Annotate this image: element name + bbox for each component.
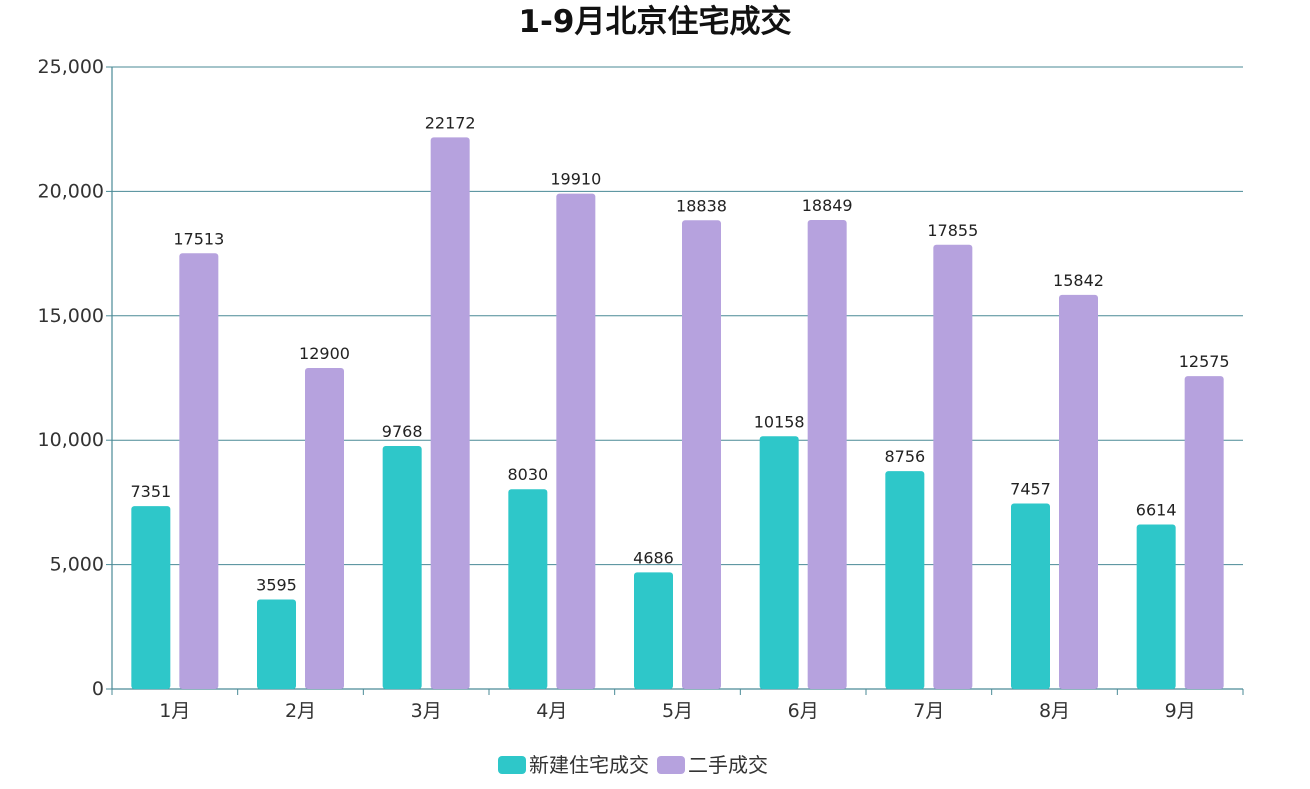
legend-swatch[interactable] xyxy=(657,756,685,774)
data-label: 12575 xyxy=(1179,352,1230,371)
data-label: 7351 xyxy=(130,482,171,501)
bar-new-homes[interactable] xyxy=(885,471,925,689)
x-tick-label: 6月 xyxy=(788,700,819,722)
data-label: 17513 xyxy=(173,229,224,248)
data-label: 8030 xyxy=(507,465,548,484)
x-tick-label: 8月 xyxy=(1039,700,1070,722)
bar-new-homes[interactable] xyxy=(508,489,548,689)
data-label: 18849 xyxy=(802,196,853,215)
legend-label[interactable]: 新建住宅成交 xyxy=(529,753,649,777)
data-label: 6614 xyxy=(1136,500,1177,519)
x-tick-label: 9月 xyxy=(1165,700,1196,722)
x-tick-label: 2月 xyxy=(285,700,316,722)
bar-new-homes[interactable] xyxy=(257,599,296,689)
x-tick-label: 7月 xyxy=(913,700,944,722)
data-labels: 7351 17513 3595 12900 9768 22172 8030 19910 4686… xyxy=(130,113,1229,594)
bar-new-homes[interactable] xyxy=(1011,503,1050,689)
bar-new-homes[interactable] xyxy=(1136,524,1176,689)
bar-new-homes[interactable] xyxy=(382,445,422,689)
data-label: 17855 xyxy=(927,221,978,240)
data-label: 4686 xyxy=(633,548,674,567)
data-label: 10158 xyxy=(754,412,805,431)
legend-swatch[interactable] xyxy=(498,756,526,774)
data-label: 15842 xyxy=(1053,271,1104,290)
data-label: 18838 xyxy=(676,196,727,215)
bar-resale[interactable] xyxy=(305,368,344,689)
bar-resale[interactable] xyxy=(1184,376,1224,689)
bar-resale[interactable] xyxy=(179,253,219,690)
bar-new-homes[interactable] xyxy=(634,572,673,689)
x-tick-label: 3月 xyxy=(411,700,442,722)
bar-resale[interactable] xyxy=(1059,294,1098,689)
legend-label[interactable]: 二手成交 xyxy=(688,753,768,777)
x-tick-label: 4月 xyxy=(536,700,567,722)
data-label: 3595 xyxy=(256,576,297,595)
bar-new-homes[interactable] xyxy=(131,506,171,689)
axes: 0 5,000 10,000 15,000 20,000 25,000 1月 2月 3月 4月 5月… xyxy=(38,56,1244,722)
bar-resale[interactable] xyxy=(430,137,470,689)
data-label: 7457 xyxy=(1010,479,1051,498)
x-tick-label: 1月 xyxy=(159,700,190,722)
y-tick-label: 20,000 xyxy=(38,180,104,202)
bar-resale[interactable] xyxy=(807,220,847,690)
data-label: 9768 xyxy=(382,422,423,441)
data-label: 8756 xyxy=(884,447,925,466)
legend[interactable]: 新建住宅成交 二手成交 xyxy=(498,753,768,777)
y-tick-label: 25,000 xyxy=(38,56,104,78)
bars xyxy=(131,137,1224,690)
y-tick-label: 15,000 xyxy=(38,305,104,327)
bar-resale[interactable] xyxy=(556,193,596,689)
data-label: 19910 xyxy=(550,170,601,189)
chart-title: 1-9月北京住宅成交 xyxy=(518,4,792,40)
y-tick-label: 0 xyxy=(92,678,104,700)
bar-resale[interactable] xyxy=(682,220,721,690)
data-label: 22172 xyxy=(425,113,476,132)
bar-new-homes[interactable] xyxy=(759,436,799,689)
y-tick-label: 10,000 xyxy=(38,429,104,451)
bar-resale[interactable] xyxy=(933,244,973,690)
data-label: 12900 xyxy=(299,344,350,363)
x-tick-label: 5月 xyxy=(662,700,693,722)
grid-lines xyxy=(112,66,1243,566)
y-tick-label: 5,000 xyxy=(50,554,104,576)
